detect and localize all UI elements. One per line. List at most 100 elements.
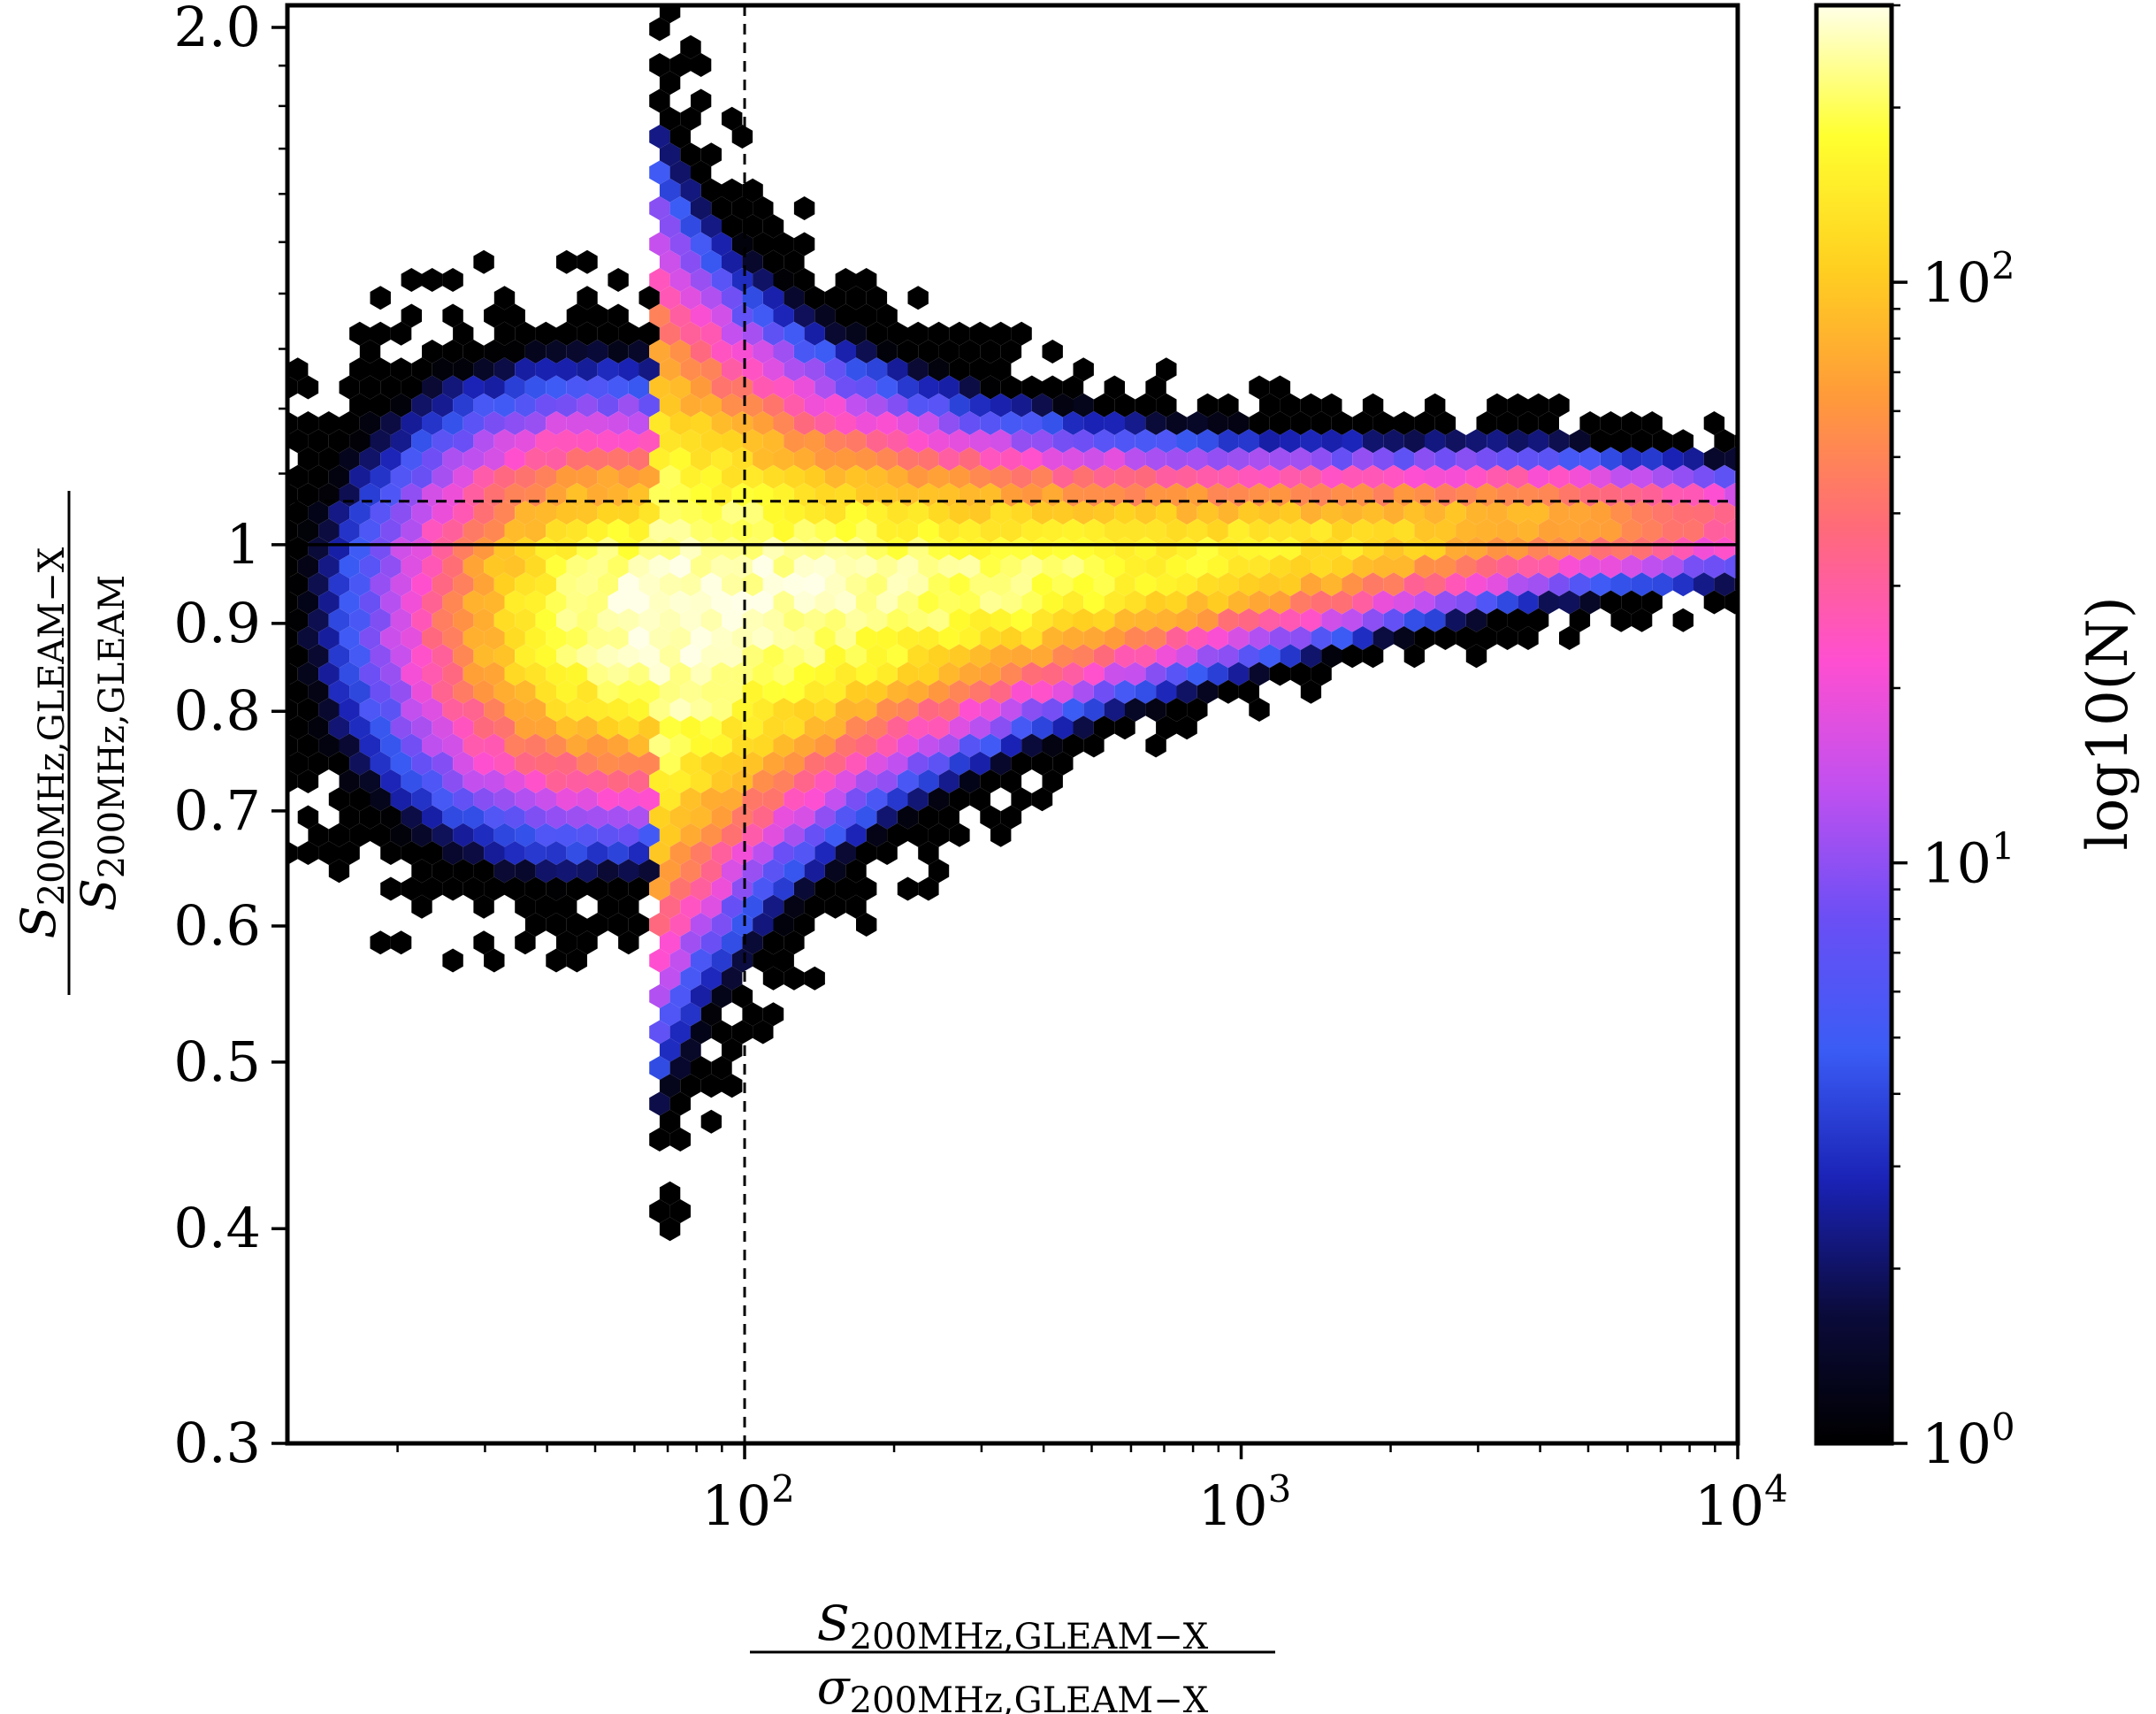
hexbin-cell bbox=[287, 501, 309, 525]
y-tick-label: 0.3 bbox=[173, 1411, 261, 1475]
hexbin-cell bbox=[669, 375, 691, 400]
hexbin-cell bbox=[856, 375, 877, 400]
hexbin-cell bbox=[608, 340, 629, 363]
hexbin-cell bbox=[876, 518, 898, 543]
hexbin-cell bbox=[1280, 572, 1301, 597]
hexbin-cell bbox=[587, 662, 608, 686]
hexbin-cell bbox=[453, 859, 474, 884]
hexbin-cell bbox=[308, 429, 329, 454]
hexbin-cell bbox=[577, 715, 598, 740]
hexbin-cell bbox=[1062, 447, 1084, 471]
hexbin-cell bbox=[649, 805, 670, 830]
hexbin-cell bbox=[980, 769, 1001, 793]
hexbin-cell bbox=[638, 572, 660, 597]
hexbin-cell bbox=[297, 447, 319, 471]
hexbin-cell bbox=[1487, 608, 1508, 632]
hexbin-cell bbox=[835, 841, 856, 865]
hexbin-cell bbox=[1352, 447, 1373, 471]
hexbin-cell bbox=[700, 715, 722, 740]
hexbin-cell bbox=[907, 536, 929, 561]
hexbin-cell bbox=[1300, 679, 1322, 704]
hexbin-cell bbox=[1403, 644, 1425, 669]
hexbin-cell bbox=[608, 518, 629, 543]
hexbin-cell bbox=[784, 286, 805, 310]
hexbin-cell bbox=[887, 823, 908, 847]
hexbin-cell bbox=[546, 411, 567, 435]
hexbin-cell bbox=[390, 608, 412, 632]
hexbin-cell bbox=[618, 644, 639, 669]
hexbin-cell bbox=[711, 662, 732, 686]
hexbin-cell bbox=[907, 787, 929, 812]
hexbin-cell bbox=[297, 555, 319, 578]
hexbin-cell bbox=[1187, 698, 1208, 722]
hexbin-cell bbox=[1176, 608, 1197, 632]
hexbin-cell bbox=[1631, 501, 1653, 525]
hexbin-cell bbox=[1641, 518, 1663, 543]
hexbin-cell bbox=[453, 536, 474, 561]
hexbin-cell bbox=[535, 715, 556, 740]
hexbin-cell bbox=[928, 393, 950, 417]
hexbin-cell bbox=[1383, 536, 1404, 561]
hexbin-cell bbox=[700, 178, 722, 203]
hexbin-cell bbox=[680, 823, 701, 847]
hexbin-cell bbox=[897, 662, 919, 686]
hexbin-cell bbox=[1259, 464, 1281, 489]
hexbin-cell bbox=[618, 859, 639, 884]
hexbin-cell bbox=[793, 196, 815, 220]
hexbin-cell bbox=[390, 321, 412, 346]
hexbin-cell bbox=[680, 464, 701, 489]
hexbin-cell bbox=[577, 679, 598, 704]
hexbin-cell bbox=[422, 375, 443, 400]
hexbin-cell bbox=[1321, 393, 1342, 417]
hexbin-cell bbox=[949, 393, 970, 417]
hexbin-cell bbox=[1342, 464, 1363, 489]
hexbin-cell bbox=[928, 751, 950, 776]
hexbin-cell bbox=[680, 249, 701, 274]
hexbin-cell bbox=[938, 662, 959, 686]
hexbin-cell bbox=[1569, 501, 1591, 525]
hexbin-cell bbox=[267, 644, 287, 668]
hexbin-cell bbox=[1114, 536, 1135, 561]
hexbin-cell bbox=[722, 787, 743, 812]
hexbin-cell bbox=[669, 555, 691, 578]
hexbin-cell bbox=[1197, 536, 1219, 561]
hexbin-cell bbox=[349, 464, 371, 489]
hexbin-cell bbox=[349, 357, 371, 382]
hexbin-cell bbox=[597, 787, 619, 812]
hexbin-cell bbox=[1156, 715, 1177, 740]
hexbin-cell bbox=[597, 859, 619, 884]
hexbin-cell bbox=[722, 429, 743, 454]
hexbin-cell bbox=[287, 841, 298, 865]
hexbin-cell bbox=[628, 662, 650, 686]
hexbin-cell bbox=[1156, 572, 1177, 597]
hexbin-cell bbox=[742, 894, 763, 919]
hexbin-cell bbox=[556, 715, 577, 740]
hexbin-cell bbox=[659, 966, 681, 991]
hexbin-cell bbox=[1600, 555, 1622, 578]
hexbin-cell bbox=[339, 698, 360, 722]
hexbin-cell bbox=[1693, 572, 1715, 597]
hexbin-cell bbox=[1311, 626, 1332, 650]
hexbin-cell bbox=[566, 948, 587, 973]
hexbin-cell bbox=[493, 357, 516, 382]
hexbin-cell bbox=[484, 769, 505, 793]
hexbin-cell bbox=[691, 590, 712, 615]
hexbin-cell bbox=[793, 698, 815, 722]
hexbin-cell bbox=[1383, 608, 1404, 632]
hexbin-cell bbox=[1197, 572, 1219, 597]
hexbin-cell bbox=[659, 715, 681, 740]
hexbin-cell bbox=[267, 752, 287, 776]
hexbin-cell bbox=[1000, 590, 1022, 615]
hexbin-cell bbox=[1176, 464, 1197, 489]
hexbin-cell bbox=[1156, 357, 1177, 382]
hexbin-cell bbox=[380, 698, 401, 722]
hexbin-cell bbox=[411, 679, 432, 704]
hexbin-cell bbox=[463, 518, 485, 543]
hexbin-cell bbox=[556, 859, 577, 884]
hexbin-cell bbox=[680, 859, 701, 884]
hexbin-cell bbox=[1052, 429, 1074, 454]
hexbin-cell bbox=[1218, 393, 1239, 417]
hexbin-cell bbox=[773, 303, 794, 328]
hexbin-cell bbox=[1083, 411, 1105, 435]
hexbin-cell bbox=[949, 715, 970, 740]
